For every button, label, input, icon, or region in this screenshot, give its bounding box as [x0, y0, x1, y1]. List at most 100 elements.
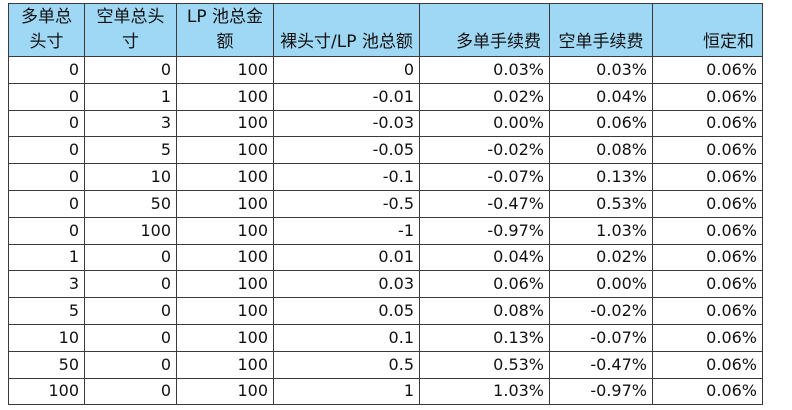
cell-short-fee: 1.03% [549, 216, 653, 245]
cell-lp-pool-total: 100 [176, 350, 274, 379]
cell-short-total: 0 [84, 56, 177, 84]
cell-long-total: 0 [8, 136, 85, 165]
header-row: 多单总头寸 空单总头寸 LP 池总金额 裸头寸/LP 池总额 多单手续费 空单手… [8, 3, 763, 57]
cell-constant-sum: 0.06% [652, 109, 763, 138]
table-row: 0 10 100 -0.1 -0.07% 0.13% 0.06% [8, 163, 763, 191]
table-row: 5 0 100 0.05 0.08% -0.02% 0.06% [8, 297, 763, 325]
cell-short-total: 0 [84, 350, 177, 379]
cell-short-total: 0 [84, 243, 177, 272]
cell-naked-ratio: -0.05 [273, 136, 420, 165]
cell-naked-ratio: 0.03 [273, 270, 420, 299]
cell-constant-sum: 0.06% [652, 297, 763, 325]
cell-long-total: 100 [8, 377, 85, 406]
cell-naked-ratio: 0.5 [273, 350, 420, 379]
cell-lp-pool-total: 100 [176, 189, 274, 218]
cell-long-fee: 0.08% [419, 297, 550, 325]
cell-short-total: 0 [84, 270, 177, 299]
cell-lp-pool-total: 100 [176, 270, 274, 299]
cell-long-total: 5 [8, 297, 85, 325]
cell-short-total: 50 [84, 189, 177, 218]
table-row: 1 0 100 0.01 0.04% 0.02% 0.06% [8, 243, 763, 272]
cell-lp-pool-total: 100 [176, 136, 274, 165]
cell-long-fee: -0.47% [419, 189, 550, 218]
cell-long-total: 1 [8, 243, 85, 272]
cell-short-fee: 0.04% [549, 82, 653, 111]
header-short-total-position: 空单总头寸 [84, 3, 177, 57]
cell-short-total: 0 [84, 377, 177, 406]
cell-short-total: 1 [84, 82, 177, 111]
cell-constant-sum: 0.06% [652, 56, 763, 84]
cell-short-fee: 0.08% [549, 136, 653, 165]
cell-naked-ratio: 0.05 [273, 297, 420, 325]
cell-short-total: 0 [84, 297, 177, 325]
cell-short-fee: 0.02% [549, 243, 653, 272]
cell-constant-sum: 0.06% [652, 216, 763, 245]
cell-long-total: 0 [8, 216, 85, 245]
cell-short-fee: 0.06% [549, 109, 653, 138]
cell-short-fee: -0.97% [549, 377, 653, 406]
cell-short-fee: -0.47% [549, 350, 653, 379]
cell-lp-pool-total: 100 [176, 297, 274, 325]
cell-long-fee: -0.07% [419, 163, 550, 191]
table-row: 0 5 100 -0.05 -0.02% 0.08% 0.06% [8, 136, 763, 165]
cell-naked-ratio: -1 [273, 216, 420, 245]
cell-constant-sum: 0.06% [652, 323, 763, 352]
cell-lp-pool-total: 100 [176, 82, 274, 111]
cell-long-total: 0 [8, 163, 85, 191]
header-short-fee: 空单手续费 [549, 3, 653, 57]
cell-lp-pool-total: 100 [176, 109, 274, 138]
cell-short-total: 0 [84, 323, 177, 352]
cell-short-total: 100 [84, 216, 177, 245]
cell-naked-ratio: -0.03 [273, 109, 420, 138]
cell-naked-ratio: -0.01 [273, 82, 420, 111]
cell-lp-pool-total: 100 [176, 56, 274, 84]
cell-lp-pool-total: 100 [176, 377, 274, 406]
cell-lp-pool-total: 100 [176, 216, 274, 245]
cell-naked-ratio: -0.1 [273, 163, 420, 191]
table-row: 10 0 100 0.1 0.13% -0.07% 0.06% [8, 323, 763, 352]
header-lp-pool-total: LP 池总金额 [176, 3, 274, 57]
cell-naked-ratio: 1 [273, 377, 420, 406]
cell-constant-sum: 0.06% [652, 189, 763, 218]
table-header: 多单总头寸 空单总头寸 LP 池总金额 裸头寸/LP 池总额 多单手续费 空单手… [8, 3, 763, 57]
cell-long-total: 3 [8, 270, 85, 299]
cell-long-total: 0 [8, 56, 85, 84]
cell-constant-sum: 0.06% [652, 82, 763, 111]
cell-short-total: 5 [84, 136, 177, 165]
cell-lp-pool-total: 100 [176, 323, 274, 352]
cell-long-total: 0 [8, 82, 85, 111]
cell-long-fee: 0.53% [419, 350, 550, 379]
table-row: 100 0 100 1 1.03% -0.97% 0.06% [8, 377, 763, 406]
cell-constant-sum: 0.06% [652, 270, 763, 299]
cell-long-fee: 0.13% [419, 323, 550, 352]
cell-constant-sum: 0.06% [652, 350, 763, 379]
cell-short-fee: 0.53% [549, 189, 653, 218]
cell-long-total: 0 [8, 109, 85, 138]
cell-long-fee: 0.06% [419, 270, 550, 299]
cell-short-fee: 0.13% [549, 163, 653, 191]
cell-naked-ratio: -0.5 [273, 189, 420, 218]
cell-long-fee: -0.97% [419, 216, 550, 245]
cell-long-fee: 0.03% [419, 56, 550, 84]
cell-lp-pool-total: 100 [176, 243, 274, 272]
cell-short-fee: 0.03% [549, 56, 653, 84]
cell-short-total: 3 [84, 109, 177, 138]
cell-long-total: 0 [8, 189, 85, 218]
header-naked-position-ratio: 裸头寸/LP 池总额 [273, 3, 420, 57]
cell-short-fee: 0.00% [549, 270, 653, 299]
cell-naked-ratio: 0.1 [273, 323, 420, 352]
cell-long-fee: 0.00% [419, 109, 550, 138]
cell-short-total: 10 [84, 163, 177, 191]
cell-long-fee: 0.04% [419, 243, 550, 272]
table-row: 0 50 100 -0.5 -0.47% 0.53% 0.06% [8, 189, 763, 218]
table-row: 0 100 100 -1 -0.97% 1.03% 0.06% [8, 216, 763, 245]
cell-long-fee: 0.02% [419, 82, 550, 111]
cell-short-fee: -0.02% [549, 297, 653, 325]
cell-constant-sum: 0.06% [652, 243, 763, 272]
cell-short-fee: -0.07% [549, 323, 653, 352]
cell-constant-sum: 0.06% [652, 136, 763, 165]
cell-naked-ratio: 0 [273, 56, 420, 84]
cell-long-total: 50 [8, 350, 85, 379]
cell-long-fee: -0.02% [419, 136, 550, 165]
cell-constant-sum: 0.06% [652, 163, 763, 191]
